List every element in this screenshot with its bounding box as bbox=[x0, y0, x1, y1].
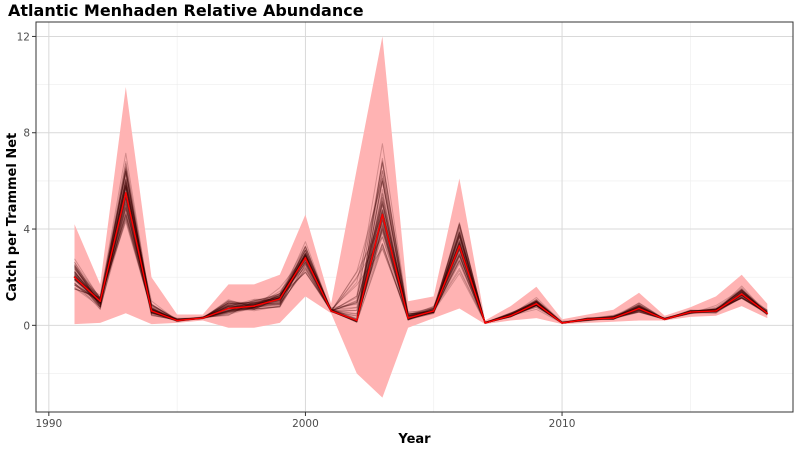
bootstrap-line bbox=[74, 160, 768, 323]
index-point bbox=[125, 192, 127, 194]
y-tick-label: 4 bbox=[23, 224, 30, 236]
index-point bbox=[227, 307, 230, 310]
index-point bbox=[458, 245, 461, 247]
index-point bbox=[355, 319, 358, 322]
bootstrap-line bbox=[74, 188, 768, 324]
y-axis-title: Catch per Trammel Net bbox=[5, 133, 20, 302]
index-point bbox=[432, 310, 435, 312]
index-line-layer bbox=[73, 192, 769, 324]
index-point bbox=[73, 276, 76, 278]
index-point bbox=[612, 317, 615, 319]
bootstrap-line bbox=[74, 143, 768, 324]
minor-gridlines bbox=[36, 22, 793, 412]
index-point bbox=[253, 305, 255, 307]
bootstrap-line bbox=[74, 157, 768, 324]
chart-title: Atlantic Menhaden Relative Abundance bbox=[8, 1, 364, 20]
index-point bbox=[176, 319, 178, 322]
index-point bbox=[689, 311, 692, 313]
index-line bbox=[74, 192, 768, 324]
axis-ticks: 1990 2000 2010 0 4 8 12 bbox=[17, 31, 576, 430]
panel-border bbox=[35, 21, 794, 413]
bootstrap-lines-layer bbox=[74, 143, 768, 324]
index-point bbox=[740, 293, 743, 295]
confidence-ribbon-layer bbox=[74, 36, 768, 398]
bootstrap-line bbox=[74, 208, 768, 324]
confidence-ribbon bbox=[74, 36, 768, 398]
x-tick-label: 2010 bbox=[549, 418, 576, 430]
index-point bbox=[407, 317, 409, 319]
y-tick-label: 8 bbox=[23, 128, 30, 140]
index-point bbox=[561, 322, 563, 324]
bootstrap-line bbox=[74, 152, 768, 324]
index-point bbox=[278, 298, 281, 300]
index-point bbox=[201, 317, 204, 319]
index-point bbox=[638, 307, 640, 310]
index-point bbox=[663, 318, 666, 321]
x-tick-label: 2000 bbox=[292, 418, 319, 430]
index-point bbox=[586, 318, 589, 321]
index-point bbox=[484, 322, 486, 324]
bootstrap-line bbox=[74, 206, 768, 324]
index-point bbox=[150, 310, 153, 312]
index-point bbox=[381, 213, 384, 216]
y-tick-label: 12 bbox=[17, 31, 30, 43]
index-point bbox=[535, 302, 538, 305]
y-tick-label: 0 bbox=[23, 320, 30, 332]
index-point bbox=[304, 257, 307, 259]
index-point bbox=[509, 314, 512, 317]
index-point bbox=[766, 312, 769, 315]
x-axis-title: Year bbox=[397, 432, 431, 447]
index-point bbox=[715, 310, 717, 312]
bootstrap-line bbox=[74, 162, 768, 324]
major-gridlines bbox=[36, 22, 793, 412]
x-tick-label: 1990 bbox=[35, 418, 62, 430]
index-point bbox=[99, 300, 101, 303]
index-point bbox=[330, 310, 332, 312]
